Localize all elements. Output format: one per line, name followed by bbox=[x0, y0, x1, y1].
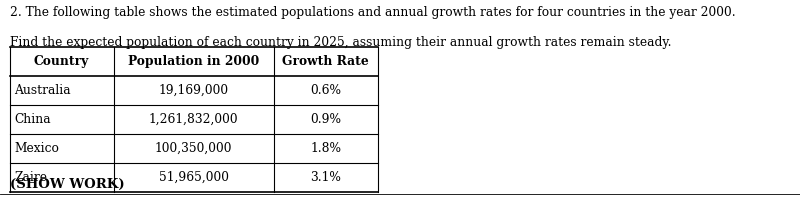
Text: 51,965,000: 51,965,000 bbox=[158, 171, 229, 184]
Text: Country: Country bbox=[34, 55, 90, 68]
Text: Australia: Australia bbox=[14, 84, 71, 97]
Text: Mexico: Mexico bbox=[14, 142, 59, 155]
Text: 0.6%: 0.6% bbox=[310, 84, 341, 97]
Text: Zaire: Zaire bbox=[14, 171, 47, 184]
Text: 1,261,832,000: 1,261,832,000 bbox=[149, 113, 238, 126]
Text: 1.8%: 1.8% bbox=[310, 142, 341, 155]
Text: 2. The following table shows the estimated populations and annual growth rates f: 2. The following table shows the estimat… bbox=[10, 6, 735, 19]
Text: Growth Rate: Growth Rate bbox=[282, 55, 369, 68]
Text: 3.1%: 3.1% bbox=[310, 171, 341, 184]
Text: (SHOW WORK): (SHOW WORK) bbox=[10, 177, 124, 190]
Text: 19,169,000: 19,169,000 bbox=[158, 84, 229, 97]
Text: China: China bbox=[14, 113, 51, 126]
Text: 100,350,000: 100,350,000 bbox=[155, 142, 232, 155]
Text: Population in 2000: Population in 2000 bbox=[128, 55, 259, 68]
Text: Find the expected population of each country in 2025, assuming their annual grow: Find the expected population of each cou… bbox=[10, 36, 671, 49]
Text: 0.9%: 0.9% bbox=[310, 113, 341, 126]
